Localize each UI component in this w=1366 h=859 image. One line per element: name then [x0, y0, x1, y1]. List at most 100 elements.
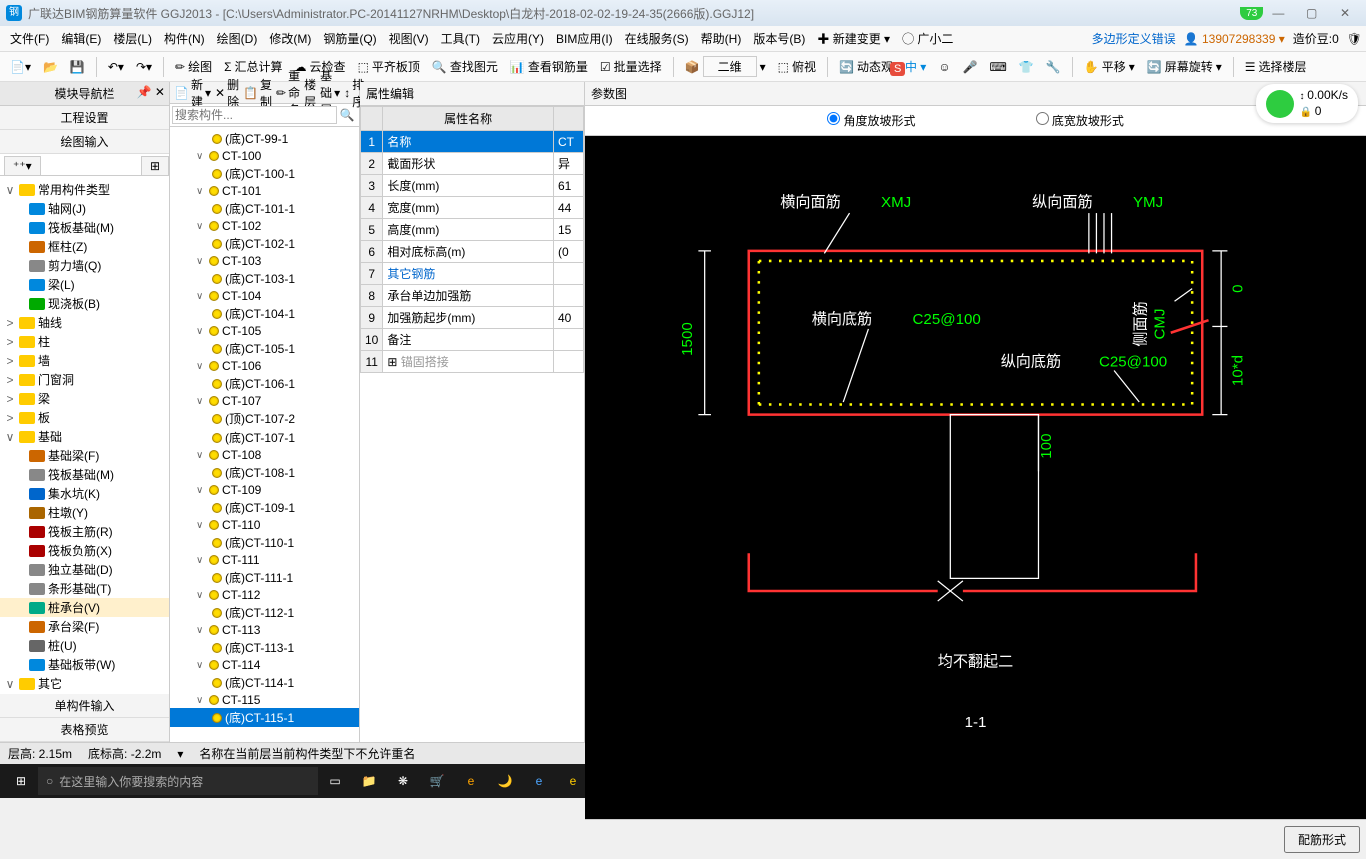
component-item[interactable]: (底)CT-113-1 — [170, 638, 359, 657]
start-button[interactable]: ⊞ — [5, 767, 37, 795]
property-row[interactable]: 2 截面形状异 — [361, 153, 584, 175]
menu-item[interactable]: 钢筋量(Q) — [317, 29, 382, 49]
save-button[interactable]: 💾 — [66, 58, 89, 76]
taskbar-app-2[interactable]: ❋ — [387, 767, 419, 795]
component-item[interactable]: ∨CT-115 — [170, 692, 359, 708]
menu-item[interactable]: 帮助(H) — [695, 29, 748, 49]
tree-item[interactable]: 桩(U) — [0, 636, 169, 655]
tree-item[interactable]: 集水坑(K) — [0, 484, 169, 503]
menu-item[interactable]: 编辑(E) — [55, 29, 107, 49]
menu-item[interactable]: 文件(F) — [4, 29, 55, 49]
component-item[interactable]: (底)CT-103-1 — [170, 269, 359, 288]
component-item[interactable]: ∨CT-110 — [170, 517, 359, 533]
component-item[interactable]: ∨CT-114 — [170, 657, 359, 673]
close-button[interactable]: ✕ — [1330, 6, 1360, 20]
property-row[interactable]: 4 宽度(mm)44 — [361, 197, 584, 219]
tree-item[interactable]: >轴线 — [0, 313, 169, 332]
zh-button[interactable]: 中 ▾ — [901, 56, 930, 77]
dynamic-view-button[interactable]: 🔄 动态观 — [835, 56, 897, 77]
tree-item[interactable]: 框柱(Z) — [0, 237, 169, 256]
component-item[interactable]: ∨CT-106 — [170, 358, 359, 374]
component-item[interactable]: (顶)CT-107-2 — [170, 409, 359, 428]
keyboard-button[interactable]: ⌨ — [986, 58, 1011, 76]
mic-button[interactable]: 🎤 — [959, 58, 982, 76]
component-item[interactable]: (底)CT-108-1 — [170, 463, 359, 482]
menu-item[interactable]: 视图(V) — [383, 29, 435, 49]
property-row[interactable]: 1 名称CT — [361, 131, 584, 153]
component-item[interactable]: (底)CT-110-1 — [170, 533, 359, 552]
taskbar-search[interactable]: ○ 在这里输入你要搜索的内容 — [38, 767, 318, 795]
component-item[interactable]: ∨CT-104 — [170, 288, 359, 304]
property-row[interactable]: 3 长度(mm)61 — [361, 175, 584, 197]
component-item[interactable]: (底)CT-107-1 — [170, 428, 359, 447]
poly-error-link[interactable]: 多边形定义错误 — [1092, 30, 1176, 47]
taskbar-app-4[interactable]: e — [455, 767, 487, 795]
pin-icon[interactable]: 📌 ✕ — [137, 85, 165, 99]
tree-item[interactable]: 轴网(J) — [0, 199, 169, 218]
table-preview-section[interactable]: 表格预览 — [0, 718, 169, 742]
maximize-button[interactable]: ▢ — [1297, 6, 1327, 20]
property-row[interactable]: 5 高度(mm)15 — [361, 219, 584, 241]
menu-item[interactable]: 绘图(D) — [211, 29, 264, 49]
dropdown-icon[interactable]: ▾ — [177, 747, 183, 761]
tree-item[interactable]: 承台梁(F) — [0, 617, 169, 636]
tree-item[interactable]: ∨常用构件类型 — [0, 180, 169, 199]
menu-item[interactable]: 版本号(B) — [747, 29, 811, 49]
translate-button[interactable]: ✋ 平移 ▾ — [1080, 56, 1139, 77]
align-top-button[interactable]: ⬚ 平齐板顶 — [354, 56, 424, 77]
tab-expand[interactable]: ⊞ — [141, 156, 169, 175]
tree-item[interactable]: 筏板基础(M) — [0, 218, 169, 237]
tree-item[interactable]: 独立基础(D) — [0, 560, 169, 579]
rebar-form-button[interactable]: 配筋形式 — [1284, 826, 1360, 853]
component-item[interactable]: (底)CT-111-1 — [170, 568, 359, 587]
tree-item[interactable]: 柱墩(Y) — [0, 503, 169, 522]
user-label[interactable]: ◯ 广小二 — [896, 27, 959, 50]
menu-item[interactable]: 在线服务(S) — [619, 29, 695, 49]
emoji-button[interactable]: ☺ — [934, 58, 954, 76]
component-item[interactable]: (底)CT-104-1 — [170, 304, 359, 323]
property-row[interactable]: 7 其它钢筋 — [361, 263, 584, 285]
component-item[interactable]: (底)CT-101-1 — [170, 199, 359, 218]
component-item[interactable]: (底)CT-109-1 — [170, 498, 359, 517]
tab-main[interactable]: ⁺⁺▾ — [4, 156, 41, 175]
menu-item[interactable]: BIM应用(I) — [550, 29, 619, 49]
redo-button[interactable]: ↷▾ — [132, 58, 156, 76]
task-view-button[interactable]: ▭ — [319, 767, 351, 795]
tree-item[interactable]: >墙 — [0, 351, 169, 370]
tree-item[interactable]: 剪力墙(Q) — [0, 256, 169, 275]
batch-select-button[interactable]: ☑ 批量选择 — [596, 56, 666, 77]
minimize-button[interactable]: — — [1263, 6, 1293, 20]
search-icon[interactable]: 🔍 — [337, 108, 357, 122]
tree-item[interactable]: 筏板主筋(R) — [0, 522, 169, 541]
property-row[interactable]: 8 承台单边加强筋 — [361, 285, 584, 307]
dim-select[interactable]: 📦 二维 ▾ — [681, 54, 770, 79]
angle-slope-radio[interactable]: 角度放坡形式 — [827, 112, 915, 129]
find-element-button[interactable]: 🔍 查找图元 — [428, 56, 502, 77]
component-item[interactable]: ∨CT-105 — [170, 323, 359, 339]
project-settings-section[interactable]: 工程设置 — [0, 106, 169, 130]
tree-item[interactable]: 桩承台(V) — [0, 598, 169, 617]
menu-item[interactable]: 工具(T) — [435, 29, 486, 49]
undo-button[interactable]: ↶▾ — [104, 58, 128, 76]
overlook-button[interactable]: ⬚ 俯视 — [774, 56, 820, 77]
property-row[interactable]: 6 相对底标高(m)(0 — [361, 241, 584, 263]
component-item[interactable]: ∨CT-100 — [170, 148, 359, 164]
component-item[interactable]: (底)CT-115-1 — [170, 708, 359, 727]
component-item[interactable]: ∨CT-113 — [170, 622, 359, 638]
component-item[interactable]: ∨CT-102 — [170, 218, 359, 234]
property-row[interactable]: 11⊞ 锚固搭接 — [361, 351, 584, 373]
search-input[interactable] — [172, 106, 337, 124]
menu-item[interactable]: 修改(M) — [263, 29, 317, 49]
rotate-button[interactable]: 🔄 屏幕旋转 ▾ — [1143, 56, 1226, 77]
taskbar-app-6[interactable]: e — [523, 767, 555, 795]
component-item[interactable]: (底)CT-106-1 — [170, 374, 359, 393]
tree-item[interactable]: ∨基础 — [0, 427, 169, 446]
property-row[interactable]: 10 备注 — [361, 329, 584, 351]
tree-item[interactable]: >梁 — [0, 389, 169, 408]
component-item[interactable]: (底)CT-112-1 — [170, 603, 359, 622]
new-change-button[interactable]: ✚ 新建变更 ▾ — [811, 27, 896, 50]
component-item[interactable]: ∨CT-101 — [170, 183, 359, 199]
tree-item[interactable]: >板 — [0, 408, 169, 427]
taskbar-app-3[interactable]: 🛒 — [421, 767, 453, 795]
wrench-button[interactable]: 🔧 — [1042, 58, 1065, 76]
